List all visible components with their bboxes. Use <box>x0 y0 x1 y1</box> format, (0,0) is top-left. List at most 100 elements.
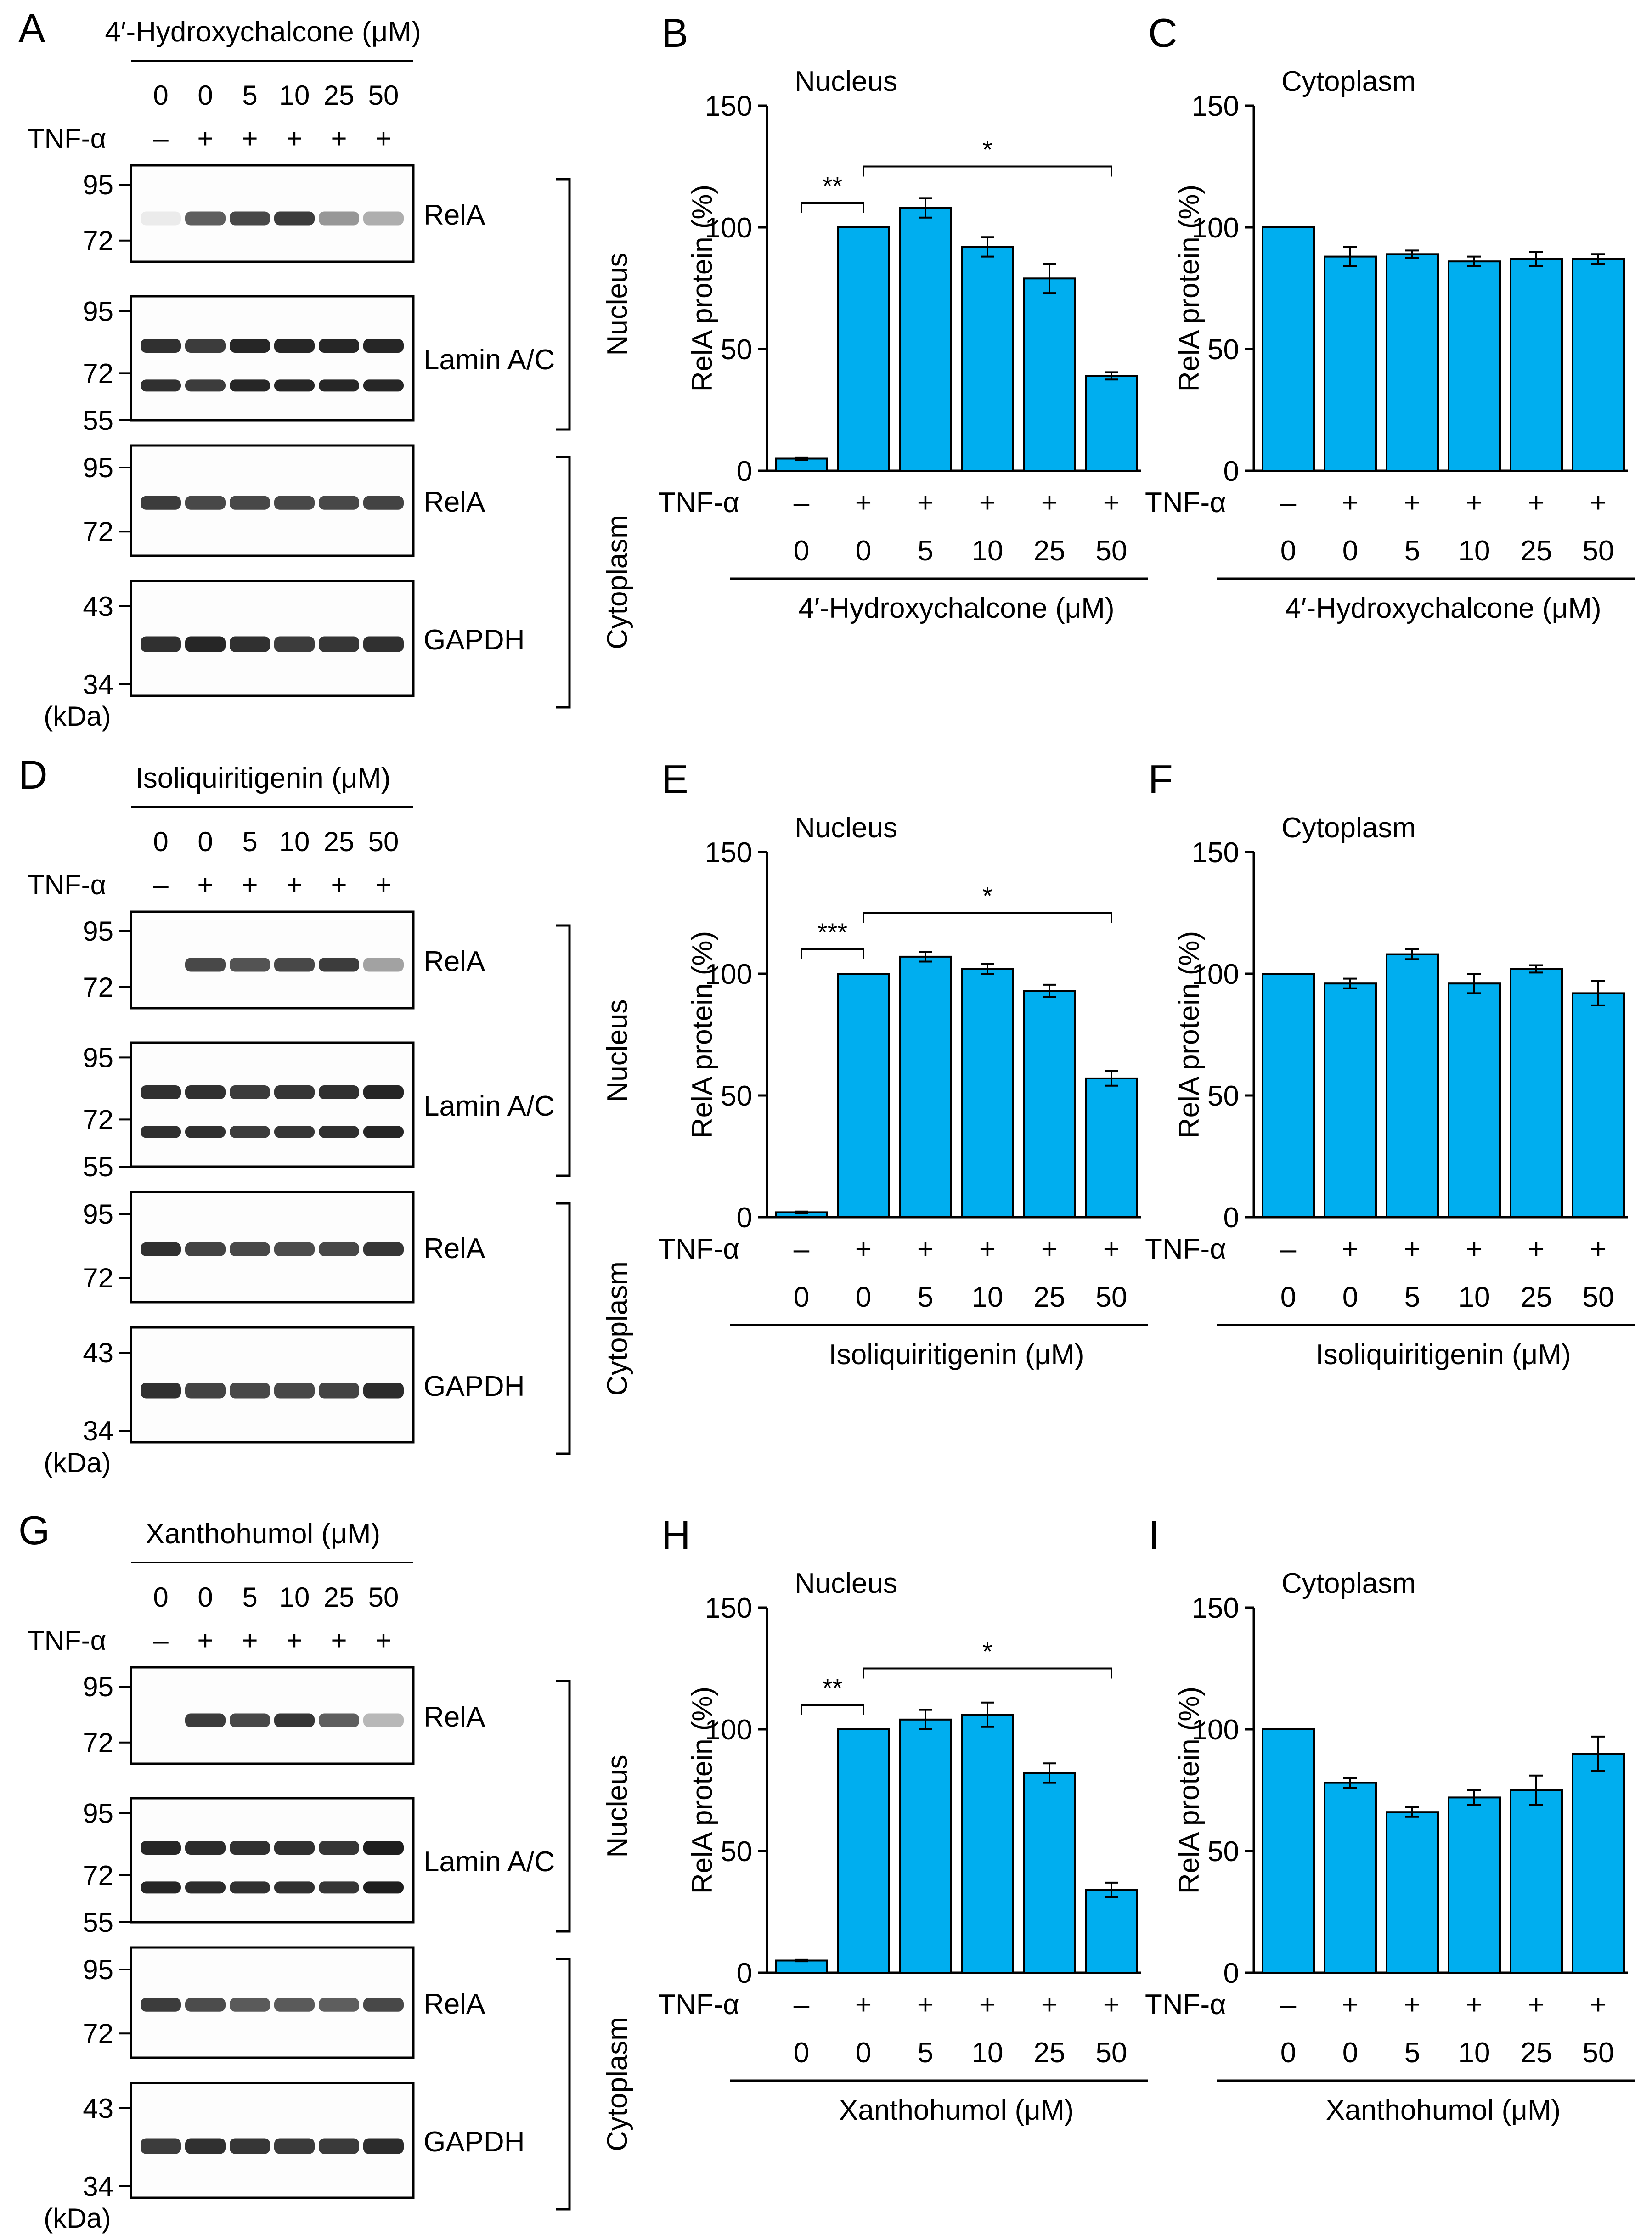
blot-band <box>141 339 181 353</box>
blot-band <box>141 1085 181 1099</box>
blot-band <box>319 1713 359 1727</box>
tnf-sign: + <box>375 123 391 154</box>
blot-band <box>185 1713 226 1727</box>
tnf-sign: – <box>1280 1989 1297 2021</box>
blot-band <box>185 1085 226 1099</box>
x-tick-label: 10 <box>972 2037 1004 2069</box>
bar <box>1262 1728 1315 1974</box>
marker-label: 34 <box>83 1416 113 1446</box>
blot-band <box>230 1881 270 1894</box>
x-tick-label: 50 <box>1096 535 1128 567</box>
tnf-sign: + <box>286 869 302 900</box>
blot-band <box>363 1383 404 1399</box>
y-tick-label: 0 <box>1223 1958 1239 1989</box>
y-tick-label: 100 <box>705 1714 752 1746</box>
bar <box>1262 226 1315 472</box>
y-tick-label: 0 <box>737 456 752 487</box>
blot-band <box>141 1714 181 1727</box>
kda-unit: (kDa) <box>44 1447 111 1478</box>
blot-band <box>274 2138 315 2154</box>
x-tick-label: 5 <box>1404 2037 1420 2069</box>
blot-band <box>363 1713 404 1727</box>
tnf-sign: – <box>794 1989 810 2021</box>
blot-band <box>319 211 359 226</box>
compartment-bracket <box>556 924 571 1177</box>
tnf-sign: – <box>1280 1233 1297 1265</box>
marker-label: 95 <box>83 1671 113 1702</box>
blot-band <box>230 1383 270 1399</box>
bar <box>1085 1889 1138 1974</box>
blot-band <box>185 1881 226 1894</box>
y-tick-label: 50 <box>721 334 752 366</box>
bar <box>899 955 952 1218</box>
blot-band <box>141 496 181 510</box>
x-tick-label: 25 <box>1521 2037 1552 2069</box>
blot-band <box>319 958 359 972</box>
y-tick-label: 100 <box>705 212 752 244</box>
x-axis-label: 4′-Hydroxychalcone (μM) <box>1285 593 1601 624</box>
x-axis-label: Xanthohumol (μM) <box>839 2094 1074 2126</box>
tnf-sign: + <box>917 1989 934 2021</box>
compartment-bracket <box>556 456 571 709</box>
x-tick-label: 0 <box>856 2037 871 2069</box>
blot-band <box>274 379 315 392</box>
tnf-label: TNF-α <box>1145 1233 1226 1265</box>
blot-frame <box>130 295 415 422</box>
bar <box>775 1959 828 1974</box>
y-tick-label: 0 <box>1223 1202 1239 1234</box>
blot-frame <box>130 910 415 1010</box>
compound-label: Isoliquiritigenin (μM) <box>135 762 390 794</box>
blot-band <box>319 1126 359 1138</box>
marker-label: 34 <box>83 2171 113 2202</box>
marker-label: 95 <box>83 1798 113 1829</box>
blot-band <box>319 1242 359 1256</box>
dose-label: 0 <box>153 1582 168 1613</box>
bar <box>899 207 952 472</box>
x-tick-label: 0 <box>1342 2037 1358 2069</box>
significance-label: *** <box>818 918 847 947</box>
x-tick-label: 5 <box>1404 1281 1420 1313</box>
compartment-label: Cytoplasm <box>602 1261 633 1396</box>
dose-label: 50 <box>368 1582 399 1613</box>
blot-band <box>274 1713 315 1727</box>
significance-label: * <box>982 1637 992 1666</box>
y-tick-label: 0 <box>737 1202 752 1234</box>
marker-label: 72 <box>83 972 113 1003</box>
blot-band <box>185 1126 226 1138</box>
dose-label: 0 <box>153 826 168 857</box>
blot-band <box>274 1126 315 1138</box>
x-tick-label: 0 <box>794 1281 809 1313</box>
tnf-sign: + <box>1528 1989 1545 2021</box>
y-axis-label: RelA protein (%) <box>687 1687 718 1894</box>
dose-label: 10 <box>279 826 310 857</box>
significance-bracket <box>801 202 864 213</box>
blot-band <box>319 2138 359 2154</box>
x-tick-label: 25 <box>1034 535 1066 567</box>
blot-band <box>230 496 270 510</box>
tnf-sign: + <box>242 869 258 900</box>
blot-band <box>185 636 226 652</box>
x-tick-label: 5 <box>918 535 933 567</box>
protein-label: RelA <box>423 486 485 518</box>
x-tick-label: 0 <box>794 535 809 567</box>
blot-band <box>185 958 226 972</box>
bar <box>1448 1796 1501 1974</box>
marker-label: 72 <box>83 1263 113 1293</box>
y-axis-label: RelA protein (%) <box>687 931 718 1138</box>
bar <box>961 968 1014 1218</box>
tnf-sign: + <box>1103 487 1120 519</box>
blot-band <box>363 636 404 652</box>
blot-band <box>141 211 181 226</box>
y-tick-label: 50 <box>1207 1080 1239 1112</box>
y-tick-label: 50 <box>721 1080 752 1112</box>
tnf-sign: + <box>1466 1233 1483 1265</box>
blot-band <box>274 339 315 353</box>
bar <box>1386 253 1439 472</box>
compartment-bracket <box>556 1680 571 1933</box>
blot-band <box>363 339 404 353</box>
marker-label: 72 <box>83 226 113 256</box>
blot-band <box>230 211 270 226</box>
